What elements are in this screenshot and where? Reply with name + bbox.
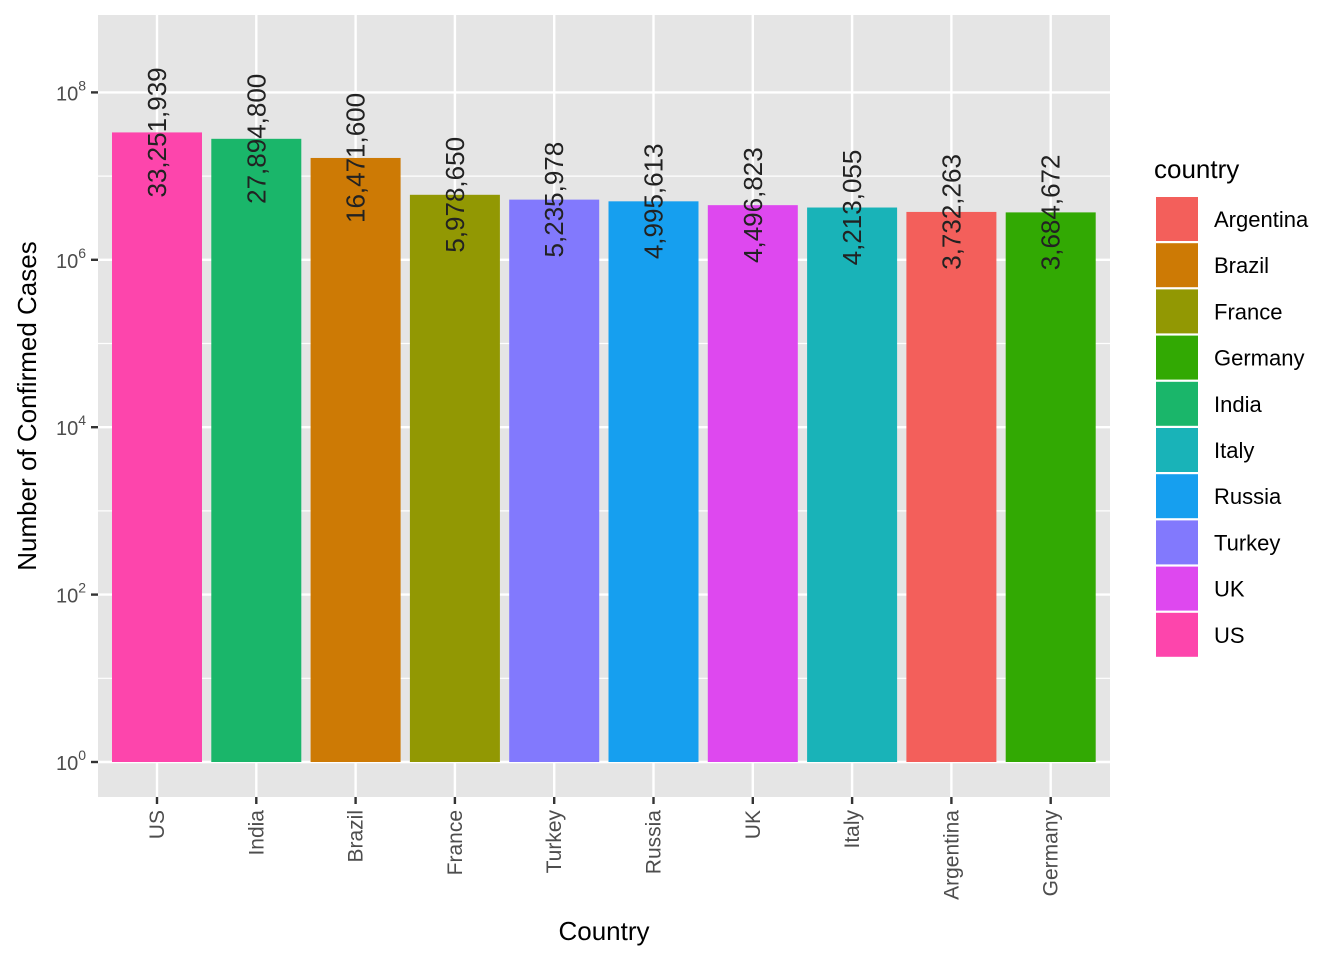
- legend-key-us: [1156, 612, 1198, 657]
- x-axis: US India Brazil France Turkey Russia UK Italy Ar…: [146, 797, 1063, 900]
- bar-india: [211, 138, 302, 763]
- legend-key-argentina: [1156, 197, 1198, 241]
- legend-label: UK: [1214, 577, 1245, 602]
- bar-germany: [1005, 212, 1096, 763]
- data-label: 4,213,055: [837, 150, 867, 266]
- legend-label: Italy: [1214, 438, 1254, 463]
- y-axis-title: Number of Confirmed Cases: [12, 241, 42, 570]
- bar-russia: [608, 201, 699, 762]
- bar-italy: [807, 207, 898, 762]
- x-axis-title: Country: [558, 916, 649, 946]
- bar-brazil: [310, 157, 401, 762]
- x-tick-label: UK: [742, 810, 765, 839]
- bars: [112, 132, 1096, 763]
- bar-us: [112, 132, 202, 762]
- x-tick-label: Turkey: [543, 810, 566, 874]
- y-axis: 100 102 104 106 108: [56, 77, 98, 775]
- data-label: 5,235,978: [539, 142, 569, 258]
- legend-label: Turkey: [1214, 530, 1280, 555]
- y-tick-label: 100: [56, 747, 86, 775]
- data-labels: 33,251,939 27,894,800 16,471,600 5,978,650 5…: [142, 67, 1066, 270]
- data-label: 5,978,650: [440, 137, 470, 253]
- x-tick-label: Russia: [643, 810, 666, 875]
- bar-uk: [707, 205, 798, 762]
- data-label: 4,995,613: [639, 143, 669, 259]
- legend-key-brazil: [1156, 243, 1198, 288]
- legend-label: Russia: [1214, 484, 1282, 509]
- data-label: 33,251,939: [142, 67, 172, 197]
- legend: country Argentina Brazil France Germany Indi…: [1154, 154, 1309, 657]
- legend-label: Argentina: [1214, 207, 1309, 232]
- legend-label: France: [1214, 299, 1282, 324]
- x-tick-label: Italy: [841, 810, 864, 849]
- legend-key-uk: [1156, 566, 1198, 611]
- legend-label: Brazil: [1214, 253, 1269, 278]
- legend-key-india: [1156, 381, 1198, 426]
- legend-key-turkey: [1156, 520, 1198, 565]
- data-label: 16,471,600: [341, 93, 371, 223]
- legend-title: country: [1154, 154, 1239, 184]
- legend-key-italy: [1156, 428, 1198, 472]
- y-tick-label: 106: [56, 245, 86, 273]
- legend-key-russia: [1156, 474, 1198, 519]
- bar-argentina: [906, 211, 997, 763]
- x-tick-label: US: [146, 810, 169, 839]
- legend-key-france: [1156, 289, 1198, 334]
- data-label: 4,496,823: [738, 147, 768, 263]
- data-label: 3,684,672: [1036, 155, 1066, 271]
- y-tick-label: 108: [56, 77, 86, 105]
- legend-label: US: [1214, 623, 1245, 648]
- data-label: 3,732,263: [936, 154, 966, 270]
- x-tick-label: France: [444, 810, 467, 875]
- x-tick-label: India: [245, 810, 268, 856]
- bar-france: [409, 194, 500, 762]
- y-tick-label: 102: [56, 580, 86, 608]
- legend-label: Germany: [1214, 346, 1304, 371]
- bar-turkey: [509, 199, 600, 763]
- legend-label: India: [1214, 392, 1262, 417]
- legend-key-germany: [1156, 335, 1198, 380]
- y-tick-label: 104: [56, 412, 86, 440]
- x-tick-label: Germany: [1040, 810, 1063, 897]
- x-tick-label: Brazil: [345, 810, 368, 863]
- data-label: 27,894,800: [241, 74, 271, 204]
- x-tick-label: Argentina: [940, 810, 963, 900]
